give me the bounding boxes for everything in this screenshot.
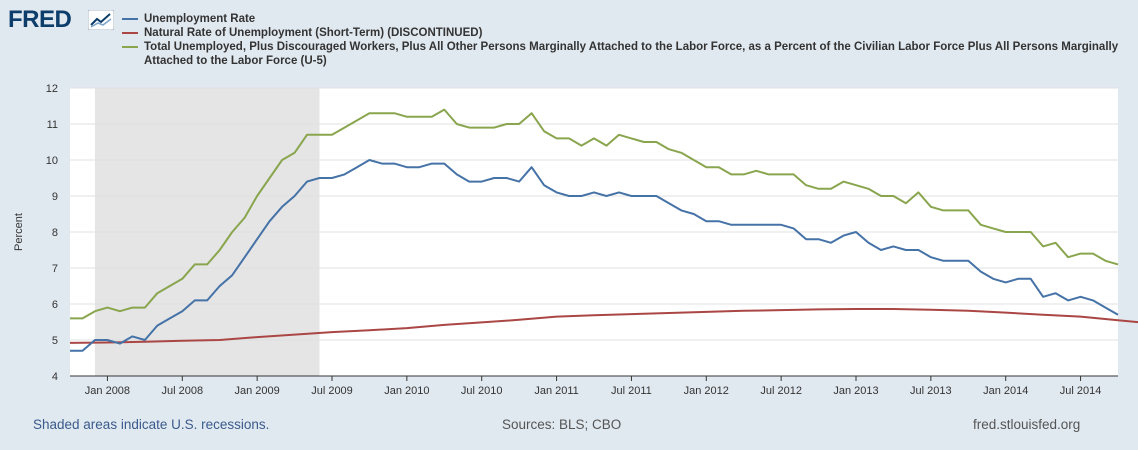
recession-note: Shaded areas indicate U.S. recessions. xyxy=(33,417,270,432)
x-tick-label: Jan 2011 xyxy=(534,385,578,397)
fred-line-chart-icon[interactable] xyxy=(88,10,114,30)
line-chart[interactable]: 4 5 6 7 8 9 10 11 12 Jan 2008 Jul 2008 Jan 2009 Jul… xyxy=(0,80,1138,400)
x-tick-label: Jan 2013 xyxy=(833,385,878,397)
y-axis: 4 5 6 7 8 9 10 11 12 xyxy=(46,83,58,383)
y-tick-label: 6 xyxy=(52,299,58,311)
x-tick-label: Jan 2012 xyxy=(684,385,729,397)
y-tick-label: 9 xyxy=(52,191,58,203)
fred-logo[interactable]: FRED xyxy=(8,6,72,33)
gridlines xyxy=(70,87,1118,377)
x-tick-label: Jul 2012 xyxy=(760,385,802,397)
y-tick-label: 12 xyxy=(46,83,58,95)
legend-label: Natural Rate of Unemployment (Short-Term… xyxy=(144,27,483,39)
legend-label: Unemployment Rate xyxy=(144,13,256,25)
series-layer[interactable] xyxy=(69,108,1138,352)
x-tick-label: Jul 2009 xyxy=(311,385,353,397)
y-tick-label: 11 xyxy=(47,119,58,131)
x-axis: Jan 2008 Jul 2008 Jan 2009 Jul 2009 Jan 2010… xyxy=(85,376,1102,397)
y-tick-label: 7 xyxy=(52,263,58,275)
series-line-unemployment-rate[interactable] xyxy=(70,159,1119,352)
chart-header: FRED Unemployment Rate Natural Rate of U… xyxy=(0,0,1138,80)
x-tick-label: Jul 2010 xyxy=(461,385,503,397)
legend-item-natural-rate[interactable]: Natural Rate of Unemployment (Short-Term… xyxy=(122,26,1122,40)
legend-swatch xyxy=(122,32,138,34)
legend-swatch xyxy=(122,46,138,48)
x-tick-label: Jul 2011 xyxy=(611,385,652,397)
x-tick-label: Jan 2009 xyxy=(235,385,280,397)
y-tick-label: 8 xyxy=(52,227,58,239)
y-tick-label: 10 xyxy=(46,155,58,167)
chart-legend: Unemployment Rate Natural Rate of Unempl… xyxy=(122,12,1122,68)
y-axis-title: Percent xyxy=(13,213,25,251)
x-tick-label: Jan 2010 xyxy=(384,385,429,397)
series-line-u5[interactable] xyxy=(70,108,1119,320)
y-tick-label: 5 xyxy=(52,335,58,347)
x-tick-label: Jul 2008 xyxy=(161,385,203,397)
y-tick-label: 4 xyxy=(52,371,58,383)
site-link[interactable]: fred.stlouisfed.org xyxy=(973,417,1081,432)
x-tick-label: Jul 2013 xyxy=(910,385,952,397)
x-tick-label: Jan 2014 xyxy=(983,385,1028,397)
x-tick-label: Jan 2008 xyxy=(85,385,130,397)
legend-label: Total Unemployed, Plus Discouraged Worke… xyxy=(144,41,1119,67)
sources-note: Sources: BLS; CBO xyxy=(502,417,622,432)
legend-item-u5[interactable]: Total Unemployed, Plus Discouraged Worke… xyxy=(122,40,1122,68)
legend-swatch xyxy=(122,18,138,20)
series-line-natural-rate[interactable] xyxy=(69,308,1138,345)
legend-item-unemployment-rate[interactable]: Unemployment Rate xyxy=(122,12,1122,26)
x-tick-label: Jul 2014 xyxy=(1060,385,1102,397)
